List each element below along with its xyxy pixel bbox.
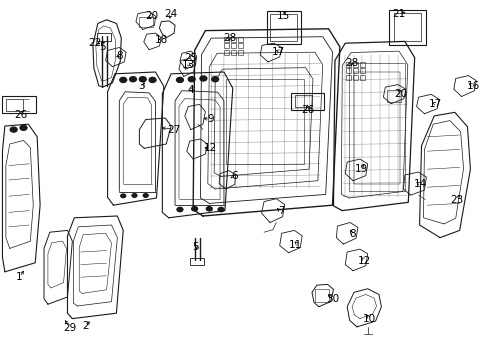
Bar [359, 62, 364, 67]
Bar [237, 43, 242, 48]
Text: 8: 8 [348, 229, 355, 239]
Text: 23: 23 [449, 195, 463, 205]
Bar [237, 37, 242, 42]
Bar [230, 43, 235, 48]
Bar [139, 17, 153, 27]
Circle shape [191, 207, 197, 211]
Bar [388, 10, 425, 45]
Circle shape [218, 207, 224, 212]
Circle shape [206, 207, 212, 211]
Bar [352, 62, 357, 67]
Text: 8: 8 [116, 51, 123, 61]
Text: 19: 19 [354, 164, 368, 174]
Bar [315, 289, 328, 302]
Text: 6: 6 [231, 171, 238, 181]
Bar [348, 63, 405, 191]
Circle shape [10, 127, 17, 132]
Text: 15: 15 [276, 11, 290, 21]
Text: 29: 29 [62, 323, 76, 333]
Bar [346, 75, 350, 80]
Circle shape [139, 77, 146, 82]
Bar [6, 99, 23, 111]
Text: 11: 11 [288, 240, 302, 250]
Text: 13: 13 [181, 60, 195, 70]
Bar [224, 50, 228, 55]
Circle shape [188, 77, 195, 82]
Bar [386, 90, 400, 102]
Bar [97, 33, 111, 41]
Text: 9: 9 [206, 114, 213, 124]
Bar [353, 72, 400, 184]
Text: 21: 21 [391, 9, 405, 19]
Bar [189, 258, 204, 265]
Text: 22: 22 [88, 38, 102, 48]
Bar [266, 11, 300, 44]
Circle shape [129, 77, 136, 82]
Text: 1: 1 [16, 272, 23, 282]
Text: 14: 14 [413, 179, 427, 189]
Bar [359, 75, 364, 80]
Text: 17: 17 [427, 99, 441, 109]
Text: 5: 5 [99, 42, 106, 52]
Bar [346, 68, 350, 73]
Text: 20: 20 [145, 11, 158, 21]
Text: 17: 17 [271, 47, 285, 57]
Bar [270, 14, 296, 41]
Text: 16: 16 [466, 81, 479, 91]
Bar [230, 37, 235, 42]
Text: 12: 12 [357, 256, 370, 266]
Bar [225, 79, 304, 164]
Bar [346, 62, 350, 67]
Bar [294, 95, 311, 107]
Text: 2: 2 [82, 321, 89, 331]
Text: 26: 26 [301, 105, 314, 115]
Text: 7: 7 [277, 206, 284, 216]
Bar [237, 50, 242, 55]
Bar [359, 68, 364, 73]
Circle shape [176, 77, 183, 82]
Text: 5: 5 [192, 242, 199, 252]
Bar [352, 75, 357, 80]
Circle shape [149, 77, 156, 82]
Bar [224, 43, 228, 48]
Circle shape [143, 194, 148, 197]
Text: 12: 12 [203, 143, 217, 153]
Circle shape [211, 77, 218, 82]
Bar [224, 37, 228, 42]
Bar [2, 96, 36, 113]
Text: 3: 3 [138, 81, 145, 91]
Text: 4: 4 [187, 85, 194, 95]
Text: 30: 30 [325, 294, 338, 304]
Bar [230, 50, 235, 55]
Text: 26: 26 [14, 110, 27, 120]
Bar [393, 13, 420, 41]
Text: 18: 18 [154, 35, 168, 45]
Text: 10: 10 [362, 314, 375, 324]
Circle shape [20, 125, 27, 130]
Circle shape [200, 76, 206, 81]
Text: 28: 28 [223, 33, 236, 43]
Text: 20: 20 [394, 89, 407, 99]
Bar [352, 68, 357, 73]
Text: 25: 25 [183, 53, 197, 63]
Circle shape [120, 77, 126, 82]
Circle shape [177, 207, 183, 212]
Text: 28: 28 [345, 58, 358, 68]
Bar [290, 93, 324, 110]
Text: 24: 24 [164, 9, 178, 19]
Circle shape [132, 194, 137, 197]
Text: 27: 27 [166, 125, 180, 135]
Circle shape [121, 194, 125, 198]
